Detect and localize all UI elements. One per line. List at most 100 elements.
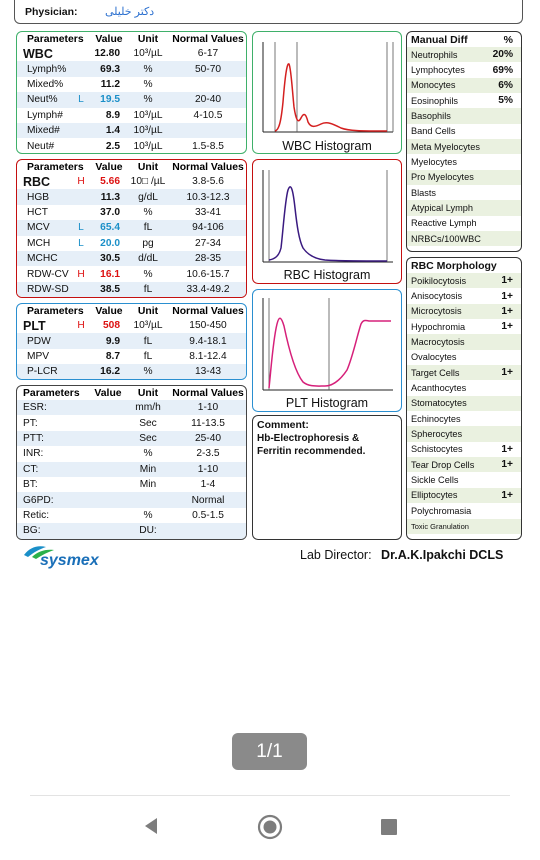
list-item: Atypical Lymph [407,200,521,216]
item-value: 6% [485,77,521,94]
table-row: Mixed# 1.4 10³/µL [17,122,246,139]
plt-histogram-plot [262,298,393,391]
nav-recents-button[interactable] [380,818,398,836]
header-normal-values: Normal Values [172,387,244,399]
list-item: Band Cells [407,124,521,139]
table-row: RDW-SD 38.5 fL 33.4-49.2 [17,281,246,297]
nav-back-button[interactable] [140,815,162,837]
header-parameters: Parameters [27,33,84,45]
param-name: ESR: [17,400,90,416]
plt-table: Parameters Value Unit Normal Values PLT H 508 1… [17,304,246,379]
list-item: Sickle Cells [407,472,521,487]
param-unit: 10³/µL [126,122,170,139]
param-unit: 10□ /µL [130,176,166,188]
sysmex-wordmark: sysmex [40,552,99,569]
nav-home-button[interactable] [257,814,283,840]
param-name: MCV [17,220,72,236]
header-value: Value [95,305,123,317]
table-row: HGB 11.3 g/dL 10.3-12.3 [17,189,246,205]
list-item: Acanthocytes [407,380,521,395]
list-item: Poikilocytosis 1+ [407,273,521,289]
panel-title: RBC Morphology [411,259,497,272]
param-name: HCT [27,206,48,218]
wbc-histogram-plot [262,42,394,133]
item-value: 20% [485,47,521,63]
item-value [485,200,521,216]
item-value: 69% [492,64,513,76]
list-item: Blasts [407,185,521,200]
param-normal-range: 1-4 [200,479,216,491]
header-value: Value [94,387,122,399]
flag-indicator: H [77,268,85,280]
header-parameters: Parameters [27,305,84,317]
flag-indicator: L [72,92,90,108]
param-value: 69.3 [90,61,126,77]
header-unit: Unit [137,161,159,173]
param-unit: Sec [126,430,170,447]
param-normal-range: 9.4-18.1 [170,333,246,349]
param-value: 20.0 [100,237,120,249]
param-name: Neut% [17,92,72,108]
param-unit: % [143,268,153,280]
item-value: 1+ [501,321,513,333]
item-value [485,426,521,442]
param-name: Mixed# [17,122,72,139]
item-name: Tear Drop Cells [407,457,485,473]
item-value: 1+ [485,365,521,381]
item-name: Basophils [407,108,485,124]
list-item: Meta Myelocytes [407,139,521,155]
param-value: 16.2 [90,364,126,379]
flag-indicator: H [77,320,85,332]
flag-indicator [72,205,90,220]
param-value [90,400,126,416]
item-value [485,124,521,139]
param-unit [126,492,170,508]
param-normal-range: Normal [170,492,246,508]
item-name: Sickle Cells [411,475,459,486]
param-unit: g/dL [126,189,170,205]
header-value: Value [95,33,123,45]
item-value: 1+ [485,303,521,320]
item-name: Stomatocytes [407,395,485,412]
table-row: G6PD: Normal [17,492,246,508]
list-item: Spherocytes [407,426,521,442]
flag-indicator [72,333,90,349]
table-row: P-LCR 16.2% 13-43 [17,364,246,379]
wbc-histogram-title: WBC Histogram [282,139,372,153]
list-item: Tear Drop Cells 1+ [407,457,521,473]
item-name: Polychromasia [411,505,472,516]
param-unit: d/dL [126,250,170,267]
param-normal-range: 8.1-12.4 [189,350,227,362]
flag-indicator [72,122,90,139]
param-value: 65.4 [90,220,126,236]
param-normal-range: 10.3-12.3 [170,189,246,205]
table-row: BT: Min 1-4 [17,477,246,492]
param-unit: % [143,206,153,218]
param-normal-range: 1-10 [170,400,246,416]
param-normal-range: 1.5-8.5 [192,140,224,152]
param-value [90,508,126,523]
param-value: 11.3 [90,189,126,205]
flag-indicator [72,364,90,379]
item-name: Monocytes [407,77,485,94]
sysmex-logo: sysmex [20,543,100,571]
table-header-row: Parameters Value Unit Normal Values [17,32,246,46]
item-name: Neutrophils [407,47,485,63]
param-unit: 10³/µL [133,320,163,332]
table-row: MCH L 20.0 pg 27-34 [17,236,246,251]
item-name: Microcytosis [407,303,485,320]
table-row: RDW-CV H 16.1% 10.6-15.7 [17,266,246,281]
param-value: 16.1 [100,268,120,280]
param-name: RBC [23,174,51,189]
item-value [485,108,521,124]
param-name: HGB [17,189,72,205]
header-unit: Unit [137,33,159,45]
param-normal-range: 2-3.5 [196,448,220,460]
param-normal-range: 27-34 [194,237,222,249]
param-name: BT: [23,479,38,491]
item-name: Blasts [411,187,437,198]
physician-label: Physician: [25,6,78,18]
percent-header: % [503,33,513,46]
item-name: Lymphocytes [411,65,465,76]
table-row: MCV L 65.4 fL 94-106 [17,220,246,236]
